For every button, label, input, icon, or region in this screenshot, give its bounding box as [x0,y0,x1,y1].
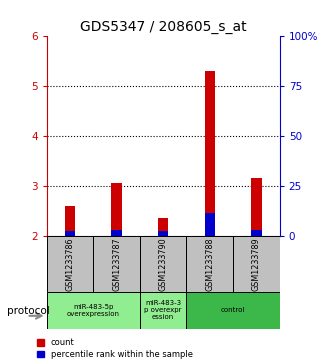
Text: control: control [221,307,245,313]
Bar [112,183,122,236]
Bar [251,230,261,236]
Text: GSM1233789: GSM1233789 [252,237,261,291]
Text: miR-483-3
p overexpr
ession: miR-483-3 p overexpr ession [145,300,182,321]
Text: protocol: protocol [7,306,49,316]
Bar [140,236,186,292]
Text: GSM1233786: GSM1233786 [65,237,75,291]
Legend: count, percentile rank within the sample: count, percentile rank within the sample [38,338,193,359]
Text: GSM1233788: GSM1233788 [205,237,214,291]
Bar [65,206,75,236]
Bar [158,219,168,236]
Text: GSM1233787: GSM1233787 [112,237,121,291]
Bar [205,71,215,236]
Bar [65,231,75,236]
Bar [47,236,93,292]
Bar [233,236,280,292]
Bar [47,292,140,329]
Bar [186,292,280,329]
Text: GSM1233790: GSM1233790 [159,237,168,291]
Text: miR-483-5p
overexpression: miR-483-5p overexpression [67,304,120,317]
Bar [93,236,140,292]
Title: GDS5347 / 208605_s_at: GDS5347 / 208605_s_at [80,20,246,34]
Bar [251,178,261,236]
Bar [158,231,168,236]
Bar [205,213,215,236]
Bar [140,292,186,329]
Bar [186,236,233,292]
Bar [112,230,122,236]
